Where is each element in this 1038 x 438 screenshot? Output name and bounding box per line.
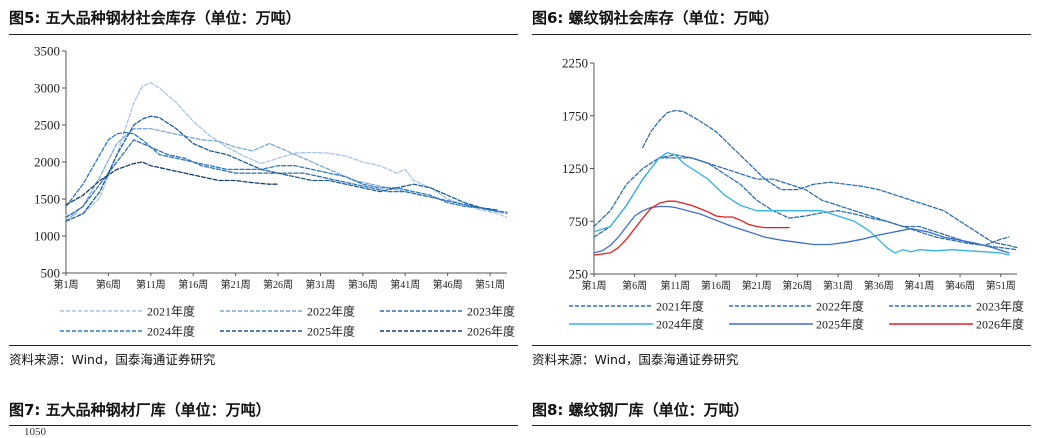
legend-label: 2025年度 bbox=[816, 317, 864, 332]
x-tick-label: 第46周 bbox=[433, 278, 463, 291]
y-tick-label: 500 bbox=[41, 266, 61, 281]
fig7-title: 图7: 五大品种钢材厂库（单位：万吨） bbox=[9, 401, 271, 419]
x-tick-label: 第36周 bbox=[348, 278, 378, 291]
series-line-2022年度 bbox=[593, 154, 1018, 251]
legend-label: 2024年度 bbox=[656, 317, 704, 332]
fig6-source: 资料来源：Wind，国泰海通证券研究 bbox=[532, 352, 739, 367]
y-tick-label: 1000 bbox=[34, 229, 60, 244]
y-tick-label: 3500 bbox=[34, 44, 60, 59]
x-tick-label: 第6周 bbox=[96, 278, 121, 291]
fig5-source: 资料来源：Wind，国泰海通证券研究 bbox=[9, 352, 216, 367]
fig6-title-rule bbox=[532, 34, 1031, 35]
y-tick-label: 2500 bbox=[34, 118, 60, 133]
series-line-2026年度 bbox=[593, 200, 790, 256]
y-tick-label: 2000 bbox=[34, 155, 60, 170]
x-tick-label: 第31周 bbox=[823, 279, 853, 292]
x-tick-label: 第11周 bbox=[661, 279, 691, 292]
x-tick-label: 第26周 bbox=[263, 278, 293, 291]
x-tick-label: 第16周 bbox=[178, 278, 208, 291]
y-tick-label: 750 bbox=[569, 214, 589, 229]
legend-label: 2026年度 bbox=[467, 324, 515, 339]
fig7-title-rule bbox=[9, 425, 518, 426]
y-tick-label: 1750 bbox=[562, 108, 588, 123]
series-line-2025年度 bbox=[593, 205, 1010, 254]
legend-label: 2023年度 bbox=[976, 299, 1024, 314]
series-line-2024年度 bbox=[593, 152, 1010, 256]
legend-label: 2024年度 bbox=[147, 324, 195, 339]
x-tick-label: 第41周 bbox=[904, 279, 934, 292]
series-line-2024年度 bbox=[65, 131, 500, 213]
fig5-title: 图5: 五大品种钢材社会库存（单位：万吨） bbox=[9, 9, 301, 27]
x-tick-label: 第21周 bbox=[221, 278, 251, 291]
x-tick-label: 第31周 bbox=[305, 278, 335, 291]
legend-label: 2021年度 bbox=[147, 304, 195, 319]
legend-label: 2022年度 bbox=[816, 299, 864, 314]
legend-label: 2026年度 bbox=[976, 317, 1024, 332]
x-tick-label: 第16周 bbox=[701, 279, 731, 292]
fig8-title-rule bbox=[532, 425, 1031, 426]
y-tick-label: 1250 bbox=[562, 161, 588, 176]
x-tick-label: 第46周 bbox=[945, 279, 975, 292]
fig8-title: 图8: 螺纹钢厂库（单位：万吨） bbox=[532, 401, 749, 419]
fig6-title: 图6: 螺纹钢社会库存（单位：万吨） bbox=[532, 9, 779, 27]
fig6-chart: 250 750 1250 1750 2250 第1周 第6周 第11周 第16周 第21周 第26周… bbox=[562, 56, 1024, 332]
x-tick-label: 第6周 bbox=[622, 279, 647, 292]
x-tick-label: 第1周 bbox=[54, 278, 79, 291]
y-tick-label: 1500 bbox=[34, 192, 60, 207]
fig5-title-rule bbox=[9, 34, 518, 35]
fig6-bottom-rule bbox=[532, 345, 1031, 346]
series-line-2026年度 bbox=[65, 161, 279, 206]
x-tick-label: 第51周 bbox=[475, 278, 505, 291]
series-line-2021年度 bbox=[65, 82, 508, 219]
x-tick-label: 第26周 bbox=[782, 279, 812, 292]
series-line-2021年度 bbox=[642, 109, 1018, 249]
fig5-bottom-rule bbox=[9, 345, 518, 346]
series-line-2023年度 bbox=[65, 139, 508, 219]
x-tick-label: 第1周 bbox=[582, 279, 607, 292]
y-tick-label: 2250 bbox=[562, 56, 588, 71]
legend-label: 2025年度 bbox=[307, 324, 355, 339]
y-tick-label: 3000 bbox=[34, 81, 60, 96]
x-tick-label: 第21周 bbox=[742, 279, 772, 292]
fig5-chart: 500 1000 1500 2000 2500 3000 3500 第1周 第6周 第11周 第16… bbox=[34, 44, 515, 339]
series-line-2023年度 bbox=[593, 157, 1010, 247]
series-line-2025年度 bbox=[65, 115, 500, 222]
y-tick-label: 250 bbox=[569, 267, 589, 282]
x-tick-label: 第51周 bbox=[986, 279, 1016, 292]
legend-label: 2023年度 bbox=[467, 304, 515, 319]
x-tick-label: 第36周 bbox=[864, 279, 894, 292]
x-tick-label: 第41周 bbox=[390, 278, 420, 291]
legend-label: 2021年度 bbox=[656, 299, 704, 314]
fig7-partial-tick: 1050 bbox=[24, 426, 46, 438]
legend-label: 2022年度 bbox=[307, 304, 355, 319]
x-tick-label: 第11周 bbox=[136, 278, 166, 291]
